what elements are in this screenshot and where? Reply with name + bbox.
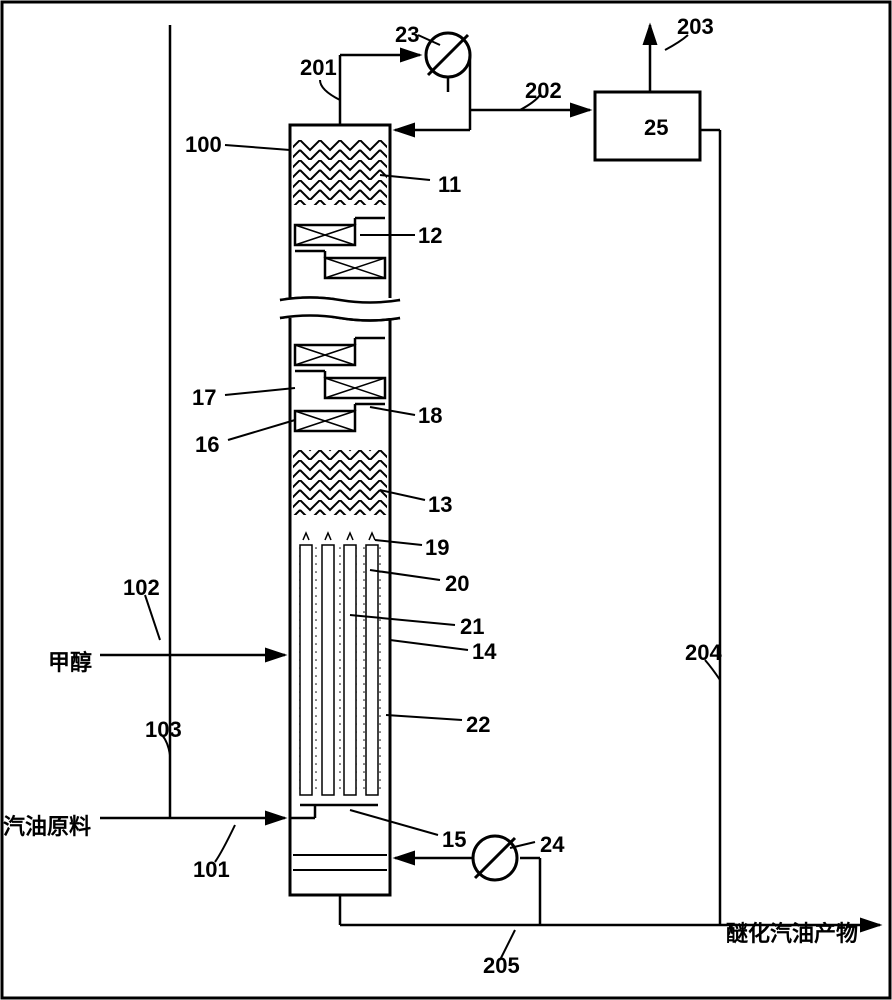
label-24: 24 [540, 832, 564, 858]
label-23: 23 [395, 22, 419, 48]
label-201: 201 [300, 55, 337, 81]
tray-section-12 [295, 218, 385, 278]
packing-section-11 [293, 140, 387, 205]
label-17: 17 [192, 385, 216, 411]
label-ether-product: 醚化汽油产物 [726, 916, 858, 948]
label-22: 22 [466, 712, 490, 738]
bottom-section [293, 855, 387, 870]
label-16: 16 [195, 432, 219, 458]
label-19: 19 [425, 535, 449, 561]
label-103: 103 [145, 717, 182, 743]
label-gasoline-feed: 汽油原料 [3, 809, 91, 841]
label-12: 12 [418, 223, 442, 249]
break-lines [280, 298, 400, 321]
label-14: 14 [472, 639, 496, 665]
label-205: 205 [483, 953, 520, 979]
label-25: 25 [644, 115, 668, 141]
tray-section-16-17-18 [295, 338, 385, 431]
feed-distributor [290, 805, 378, 818]
label-102: 102 [123, 575, 160, 601]
label-18: 18 [418, 403, 442, 429]
label-11: 11 [438, 172, 461, 198]
label-203: 203 [677, 14, 714, 40]
label-20: 20 [445, 571, 469, 597]
label-100: 100 [185, 132, 222, 158]
label-101: 101 [193, 857, 230, 883]
reboiler-24 [473, 836, 517, 880]
label-15: 15 [442, 827, 466, 853]
label-202: 202 [525, 78, 562, 104]
label-21: 21 [460, 614, 484, 640]
label-methanol: 甲醇 [48, 645, 92, 677]
label-13: 13 [428, 492, 452, 518]
tube-section [293, 533, 387, 795]
label-204: 204 [685, 640, 722, 666]
packing-section-13 [293, 450, 387, 515]
